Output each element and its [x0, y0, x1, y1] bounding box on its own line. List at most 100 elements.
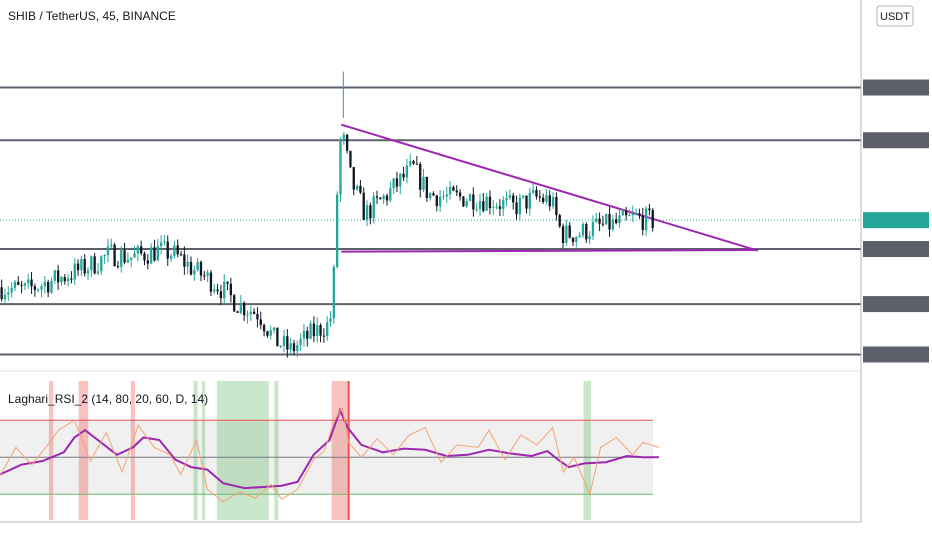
currency-button-frame[interactable] — [876, 5, 914, 27]
level-price-box — [863, 79, 929, 96]
candle-body — [7, 292, 10, 295]
rsi-series-line — [0, 407, 659, 490]
candle-body — [329, 318, 332, 323]
candle-body — [478, 201, 482, 210]
candle-body — [468, 194, 472, 202]
candle-body — [63, 277, 66, 282]
candle-body — [551, 196, 555, 207]
candle-body — [392, 178, 395, 189]
candle-body — [415, 163, 419, 165]
candle-body — [389, 188, 392, 201]
candle-body — [615, 219, 618, 223]
candle-body — [598, 218, 601, 224]
candle-body — [624, 211, 628, 216]
candle-body — [525, 195, 528, 209]
candle-body — [608, 214, 611, 230]
candle-body — [199, 261, 203, 276]
candle-body — [266, 331, 269, 336]
currency-button-label[interactable]: USDT — [880, 11, 910, 23]
candle-body — [17, 281, 20, 285]
candle-body — [369, 205, 372, 219]
candle-body — [23, 283, 27, 286]
candle-body — [213, 289, 216, 292]
candle-body — [432, 193, 435, 196]
candle-body — [515, 202, 518, 215]
candle-body — [146, 260, 149, 264]
candle-body — [249, 311, 252, 315]
candle-body — [66, 278, 70, 282]
candle-body — [242, 302, 246, 316]
candle-body — [149, 247, 153, 264]
candle-body — [485, 196, 488, 211]
candle-body — [495, 206, 498, 208]
candle-body — [106, 246, 110, 256]
price-pane[interactable] — [0, 71, 929, 363]
candle-body — [601, 223, 605, 225]
triangle-lower-line — [341, 249, 758, 253]
candle-body — [535, 190, 538, 197]
candle-body — [571, 237, 575, 243]
candle-body — [419, 163, 422, 190]
candle-body — [183, 254, 186, 267]
candle-body — [462, 196, 465, 207]
candle-body — [83, 258, 86, 274]
candle-body — [86, 270, 90, 274]
symbol-title: SHIB / TetherUS, 45, BINANCE — [8, 9, 176, 23]
candle-body — [10, 287, 13, 293]
candle-body — [143, 253, 146, 261]
candle-body — [159, 242, 163, 247]
oversold-zone — [193, 381, 198, 520]
currency-button[interactable]: USDT — [876, 5, 914, 27]
candle-body — [455, 190, 458, 193]
candle-body — [233, 295, 236, 312]
indicator-label: Laghari_RSI_2 (14, 80, 20, 60, D, 14) — [8, 392, 208, 406]
candle-body — [296, 345, 299, 352]
candle-body — [252, 311, 256, 314]
candle-body — [60, 277, 63, 283]
candle-body — [186, 261, 189, 267]
candle-body — [40, 286, 43, 290]
candle-body — [648, 208, 651, 211]
indicator-pane[interactable] — [0, 381, 660, 520]
candle-body — [203, 275, 206, 277]
candle-body — [475, 209, 478, 211]
candle-body — [239, 302, 242, 313]
candle-body — [33, 286, 37, 290]
candle-body — [372, 196, 375, 219]
candle-body — [365, 205, 369, 220]
candle-body — [512, 195, 515, 203]
candle-body — [236, 311, 239, 313]
candle-body — [528, 192, 531, 209]
candle-body — [206, 272, 209, 276]
candle-body — [382, 195, 385, 200]
candle-body — [93, 256, 96, 274]
candle-body — [492, 206, 495, 209]
candle-body — [342, 134, 345, 140]
candle-body — [176, 245, 179, 255]
rsi-series-line — [0, 406, 660, 503]
candle-body — [90, 256, 93, 271]
candle-body — [429, 193, 432, 198]
axes — [0, 0, 862, 523]
candle-body — [355, 185, 359, 190]
candle-body — [349, 150, 352, 168]
candle-body — [335, 194, 339, 267]
candle-body — [246, 314, 249, 316]
level-price-box — [863, 132, 929, 149]
candle-body — [292, 343, 296, 352]
candle-body — [326, 322, 329, 337]
candle-body — [359, 185, 362, 193]
level-price-box — [863, 346, 929, 363]
candle-body — [312, 323, 316, 337]
candle-body — [120, 250, 123, 267]
candle-body — [538, 196, 541, 198]
candle-body — [505, 197, 508, 201]
candle-body — [80, 258, 83, 271]
candle-body — [588, 236, 591, 240]
candle-body — [605, 214, 608, 225]
candle-body — [575, 236, 578, 243]
candle-body — [196, 261, 199, 271]
candle-body — [409, 161, 412, 166]
candle-body — [595, 218, 598, 222]
